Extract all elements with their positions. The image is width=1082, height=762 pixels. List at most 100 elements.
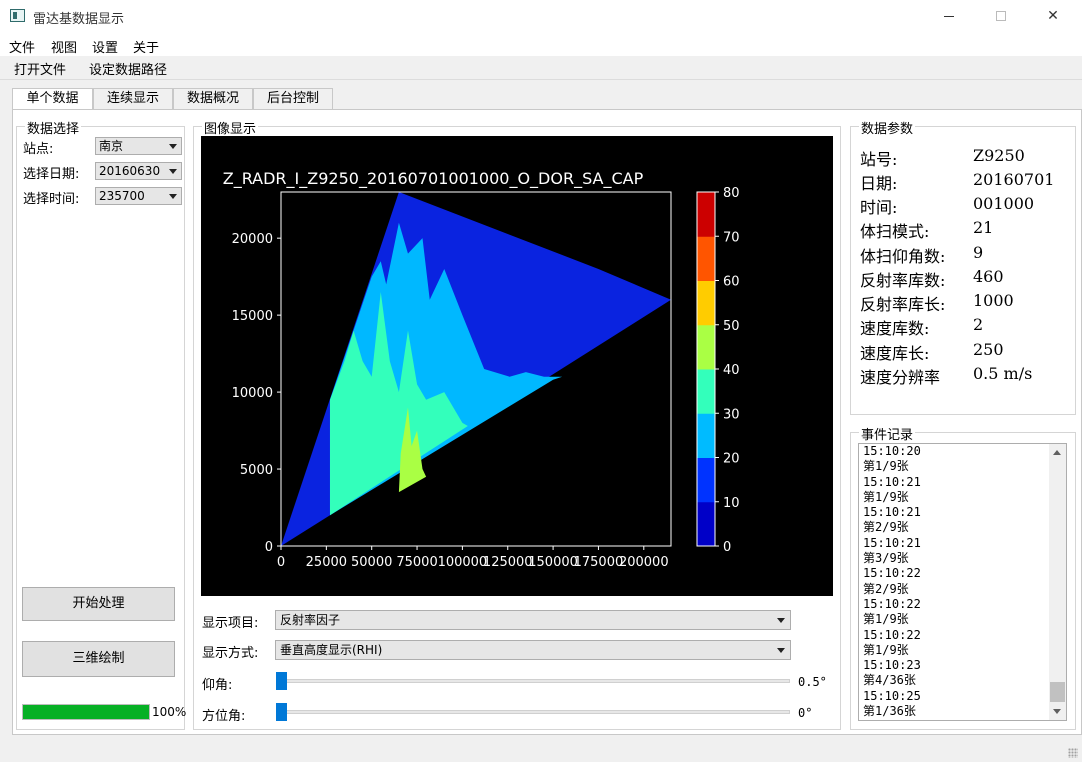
menu-about[interactable]: 关于: [133, 41, 160, 56]
plot-frame: [280, 191, 672, 547]
event-log-line: 15:10:20: [863, 444, 921, 458]
azimuth-slider-track[interactable]: [278, 710, 790, 714]
event-log-line: 第3/9张: [863, 551, 909, 566]
data-params-title: 数据参数: [859, 118, 916, 137]
time-select[interactable]: 235700: [95, 187, 182, 205]
event-log-lines: 15:10:20 第1/9张 15:10:21 第1/9张 15:10:21 第2/9张 1…: [863, 444, 1049, 719]
event-log-line: 第4/36张: [863, 673, 916, 688]
x-tick-label: 150000: [528, 555, 578, 570]
event-log-line: 15:10:25: [863, 688, 921, 703]
scrollbar-thumb[interactable]: [1050, 682, 1065, 702]
date-select-value: 20160630: [99, 164, 161, 178]
display-mode-value: 垂直高度显示(RHI): [280, 643, 383, 657]
event-log-scrollbar[interactable]: [1049, 444, 1066, 720]
chevron-down-icon: [777, 648, 785, 653]
x-tick-label: 75000: [396, 555, 437, 570]
tab-single-data[interactable]: 单个数据: [12, 88, 93, 111]
rhi-chart: Z_RADR_I_Z9250_20160701001000_O_DOR_SA_C…: [223, 169, 740, 570]
elevation-slider-track[interactable]: [278, 679, 790, 683]
colorbar-segment: [697, 192, 715, 237]
chevron-down-icon: [169, 194, 177, 199]
event-log-line: 15:10:21: [863, 505, 921, 520]
x-tick-label: 200000: [619, 555, 669, 570]
colorbar-segment: [697, 413, 715, 458]
colorbar-tick-label: 80: [723, 186, 740, 201]
chart-title: Z_RADR_I_Z9250_20160701001000_O_DOR_SA_C…: [223, 169, 644, 189]
y-tick-label: 10000: [232, 386, 273, 401]
progress-bar-fill: [23, 705, 149, 719]
scroll-up-icon[interactable]: [1049, 444, 1066, 461]
data-select-title: 数据选择: [25, 118, 82, 137]
param-key: 时间:: [860, 198, 898, 217]
tab-background-control[interactable]: 后台控制: [253, 88, 333, 110]
colorbar-tick-label: 50: [723, 319, 740, 334]
param-value: 0.5 m/s: [973, 364, 1033, 383]
param-value: 9: [973, 243, 984, 262]
window-title: 雷达基数据显示: [33, 12, 125, 27]
event-log-line: 第1/9张: [863, 489, 909, 504]
station-select[interactable]: 南京: [95, 137, 182, 155]
event-log-line: 第1/9张: [863, 642, 909, 657]
progress-bar: [22, 704, 150, 720]
tab-data-overview[interactable]: 数据概况: [173, 88, 253, 110]
display-mode-select[interactable]: 垂直高度显示(RHI): [275, 640, 791, 660]
tab-continuous-display[interactable]: 连续显示: [93, 88, 173, 110]
event-log-line: 第2/9张: [863, 520, 909, 535]
param-value: 21: [973, 218, 994, 237]
colorbar-segment: [697, 457, 715, 503]
param-key: 日期:: [860, 174, 898, 193]
chevron-down-icon: [169, 169, 177, 174]
reflectivity-region: [398, 407, 427, 493]
plot-3d-button[interactable]: 三维绘制: [22, 641, 175, 677]
image-display-title: 图像显示: [202, 118, 259, 137]
event-log-line: 15:10:21: [863, 474, 921, 489]
colorbar-tick-label: 20: [723, 452, 740, 467]
station-select-value: 南京: [99, 139, 124, 153]
x-tick-label: 50000: [351, 555, 392, 570]
display-item-select[interactable]: 反射率因子: [275, 610, 791, 630]
event-log-title: 事件记录: [859, 424, 916, 443]
menu-file[interactable]: 文件: [9, 41, 36, 56]
y-tick-label: 0: [265, 540, 273, 555]
open-file-button[interactable]: 打开文件: [14, 63, 67, 78]
start-process-button[interactable]: 开始处理: [22, 587, 175, 621]
maximize-button[interactable]: [978, 0, 1024, 32]
progress-text: 100%: [152, 705, 187, 719]
colorbar-tick-label: 0: [723, 540, 731, 555]
elevation-slider-thumb[interactable]: [276, 672, 287, 690]
x-tick-label: 100000: [438, 555, 488, 570]
colorbar-tick-label: 10: [723, 496, 740, 511]
maximize-icon: [996, 11, 1006, 21]
date-label: 选择日期:: [23, 167, 80, 182]
menu-view[interactable]: 视图: [51, 41, 78, 56]
event-log-line: 第1/9张: [863, 612, 909, 627]
colorbar-segment: [697, 236, 715, 281]
scroll-down-icon[interactable]: [1049, 703, 1066, 720]
colorbar-segment: [697, 280, 715, 326]
elevation-label: 仰角:: [202, 678, 233, 693]
resize-grip-icon[interactable]: [1068, 748, 1078, 758]
x-tick-label: 0: [277, 555, 285, 570]
param-key: 速度库数:: [860, 319, 930, 338]
param-value: 250: [973, 340, 1004, 359]
set-data-path-button[interactable]: 设定数据路径: [89, 63, 168, 78]
param-value: 460: [973, 267, 1004, 286]
x-tick-label: 125000: [483, 555, 533, 570]
event-log-list[interactable]: 15:10:20 第1/9张 15:10:21 第1/9张 15:10:21 第2/9张 1…: [858, 443, 1067, 721]
colorbar-segment: [697, 501, 715, 547]
close-button[interactable]: ✕: [1030, 0, 1076, 32]
azimuth-slider-thumb[interactable]: [276, 703, 287, 721]
minimize-button[interactable]: [926, 0, 972, 32]
elevation-value: 0.5°: [798, 675, 827, 689]
menu-settings[interactable]: 设置: [92, 41, 119, 56]
x-tick-label: 175000: [574, 555, 624, 570]
param-value: 20160701: [973, 170, 1055, 189]
y-tick-label: 5000: [240, 463, 273, 478]
y-tick-label: 15000: [232, 309, 273, 324]
data-select-group: 数据选择: [16, 118, 185, 730]
param-value: Z9250: [973, 146, 1025, 165]
display-item-value: 反射率因子: [280, 613, 341, 627]
chevron-down-icon: [777, 618, 785, 623]
colorbar-tick-label: 70: [723, 230, 740, 245]
date-select[interactable]: 20160630: [95, 162, 182, 180]
